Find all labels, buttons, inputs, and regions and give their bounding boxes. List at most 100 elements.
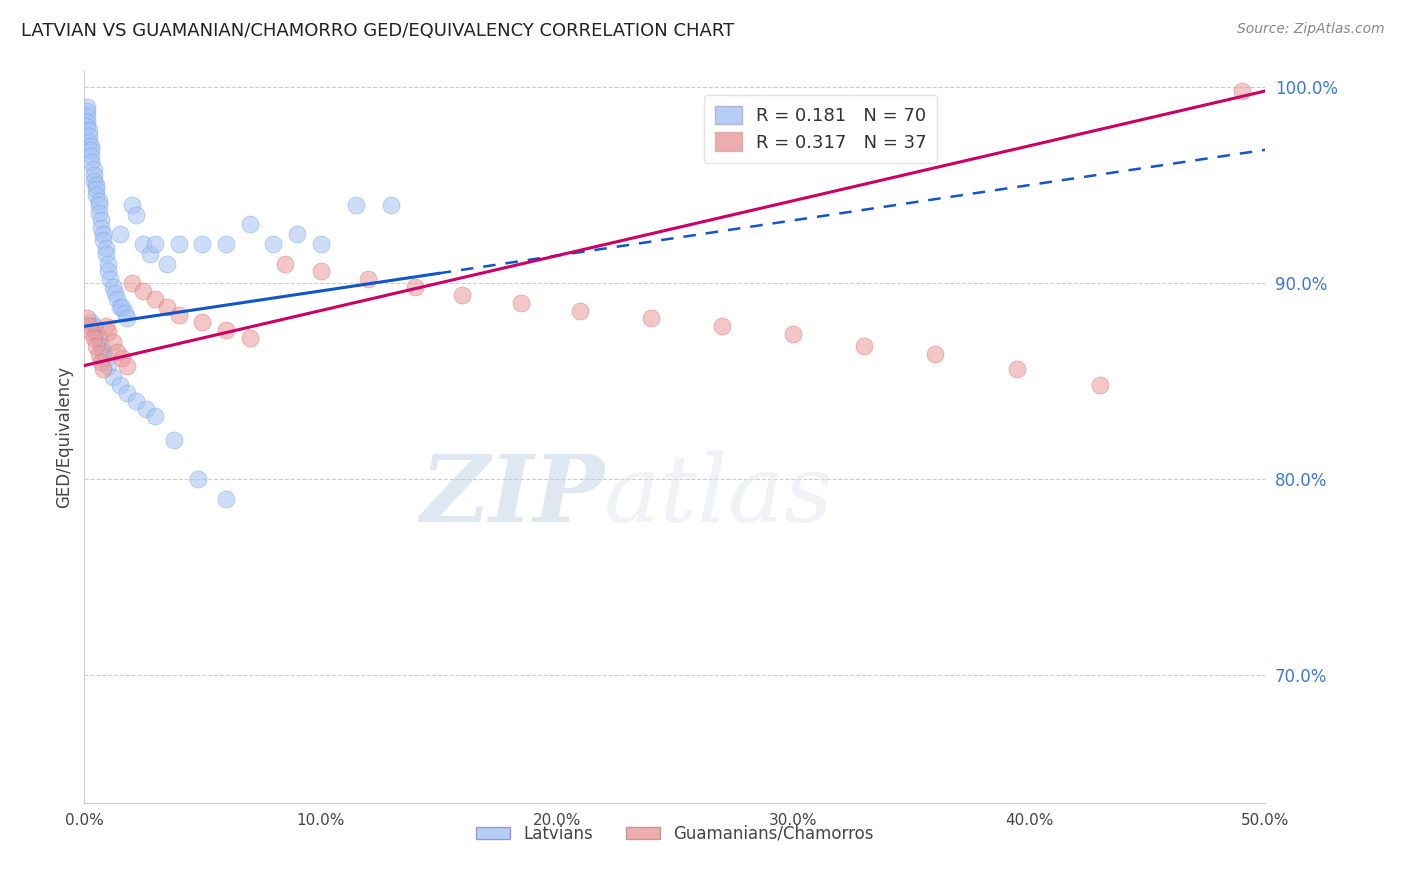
Point <box>84 182 107 196</box>
Point <box>76 115 98 129</box>
Point <box>852 339 875 353</box>
Point <box>94 246 117 260</box>
Point <box>90 213 112 227</box>
Point <box>125 393 148 408</box>
Point <box>239 217 262 231</box>
Point <box>83 331 105 345</box>
Point <box>167 308 190 322</box>
Point <box>404 280 426 294</box>
Point <box>94 319 117 334</box>
Point <box>139 246 162 260</box>
Point <box>91 344 114 359</box>
Legend: Latvians, Guamanians/Chamorros: Latvians, Guamanians/Chamorros <box>470 818 880 849</box>
Point <box>91 362 114 376</box>
Point <box>1088 378 1111 392</box>
Point <box>191 236 214 251</box>
Point <box>80 149 103 163</box>
Point <box>111 300 134 314</box>
Point <box>711 319 734 334</box>
Point <box>98 272 121 286</box>
Point <box>114 305 136 319</box>
Point <box>87 197 110 211</box>
Point <box>239 331 262 345</box>
Point <box>285 227 308 241</box>
Point <box>80 154 103 169</box>
Point <box>163 433 186 447</box>
Point <box>167 236 190 251</box>
Point <box>143 409 166 424</box>
Point <box>83 169 105 183</box>
Point <box>97 325 120 339</box>
Point <box>156 300 179 314</box>
Point <box>640 311 662 326</box>
Point <box>101 334 124 349</box>
Point <box>121 197 143 211</box>
Point <box>115 386 138 401</box>
Point <box>569 303 592 318</box>
Text: atlas: atlas <box>605 450 834 541</box>
Point <box>77 129 100 144</box>
Text: Source: ZipAtlas.com: Source: ZipAtlas.com <box>1237 22 1385 37</box>
Point <box>115 311 138 326</box>
Point <box>90 221 112 235</box>
Point <box>76 103 98 118</box>
Point <box>97 256 120 270</box>
Point <box>80 315 103 329</box>
Point <box>344 197 367 211</box>
Text: ZIP: ZIP <box>420 450 605 541</box>
Point <box>97 264 120 278</box>
Point <box>80 325 103 339</box>
Point <box>156 256 179 270</box>
Point <box>84 325 107 339</box>
Point <box>87 205 110 219</box>
Point <box>90 339 112 353</box>
Point <box>108 300 131 314</box>
Point <box>87 194 110 208</box>
Point <box>357 272 380 286</box>
Point <box>309 236 332 251</box>
Point <box>451 288 474 302</box>
Point <box>215 323 238 337</box>
Point <box>91 233 114 247</box>
Point <box>274 256 297 270</box>
Point <box>132 284 155 298</box>
Text: LATVIAN VS GUAMANIAN/CHAMORRO GED/EQUIVALENCY CORRELATION CHART: LATVIAN VS GUAMANIAN/CHAMORRO GED/EQUIVA… <box>21 22 734 40</box>
Point <box>94 241 117 255</box>
Point <box>101 370 124 384</box>
Y-axis label: GED/Equivalency: GED/Equivalency <box>55 366 73 508</box>
Point <box>187 472 209 486</box>
Point <box>77 319 100 334</box>
Point <box>83 319 105 334</box>
Point <box>84 178 107 193</box>
Point <box>77 135 100 149</box>
Point <box>1230 84 1253 98</box>
Point <box>76 120 98 134</box>
Point <box>143 236 166 251</box>
Point <box>84 187 107 202</box>
Point <box>1007 362 1029 376</box>
Point <box>97 359 120 373</box>
Point <box>111 351 134 365</box>
Point <box>380 197 402 211</box>
Point <box>76 100 98 114</box>
Point <box>924 347 946 361</box>
Point <box>76 311 98 326</box>
Point <box>104 285 127 300</box>
Point <box>83 162 105 177</box>
Point <box>90 354 112 368</box>
Point <box>135 401 157 416</box>
Point <box>84 339 107 353</box>
Point <box>80 139 103 153</box>
Point <box>87 331 110 345</box>
Point <box>215 491 238 506</box>
Point <box>125 207 148 221</box>
Point <box>191 315 214 329</box>
Point <box>262 236 284 251</box>
Point <box>101 280 124 294</box>
Point <box>115 359 138 373</box>
Point <box>91 227 114 241</box>
Point <box>143 292 166 306</box>
Point <box>76 110 98 124</box>
Point <box>215 236 238 251</box>
Point <box>782 327 804 342</box>
